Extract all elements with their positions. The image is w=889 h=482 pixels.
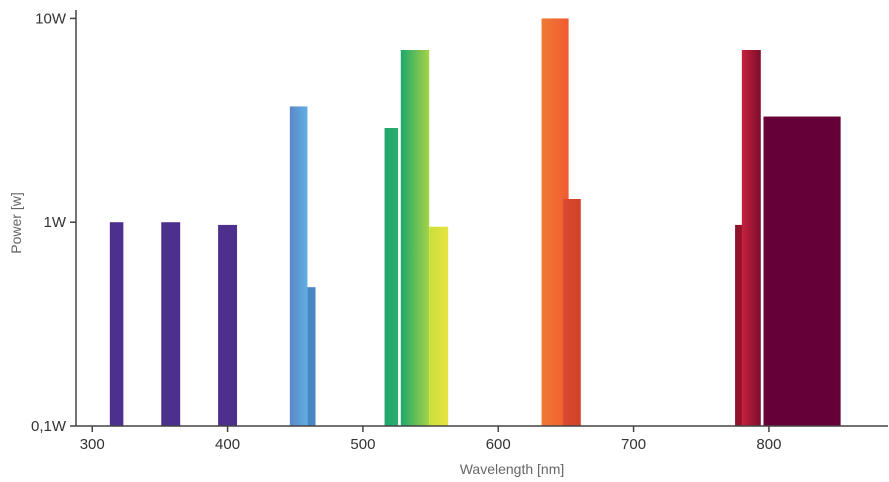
axes-group bbox=[75, 10, 888, 427]
y-axis-label: Power [w] bbox=[8, 192, 24, 253]
bar-393-407 bbox=[218, 224, 238, 426]
bar-446-459 bbox=[289, 106, 308, 426]
x-tick-label: 400 bbox=[215, 436, 240, 453]
x-ticks-group: 300 400 500 600 700 800 bbox=[80, 426, 781, 453]
x-tick-label: 600 bbox=[486, 436, 511, 453]
bar-313-323 bbox=[109, 222, 124, 426]
y-tick-label: 10W bbox=[35, 10, 67, 27]
bar-648-661 bbox=[563, 198, 581, 426]
bars-group bbox=[109, 18, 841, 427]
x-tick-label: 500 bbox=[350, 436, 375, 453]
y-tick-label: 1W bbox=[44, 214, 67, 231]
bar-796-853 bbox=[763, 116, 841, 426]
y-tick-label: 0,1W bbox=[31, 418, 67, 435]
bar-528-549 bbox=[400, 50, 430, 426]
bar-459-465 bbox=[307, 287, 316, 426]
x-tick-label: 800 bbox=[756, 436, 781, 453]
bar-351-365 bbox=[161, 222, 181, 426]
x-tick-label: 700 bbox=[621, 436, 646, 453]
y-ticks-group: 0,1W 1W 10W bbox=[31, 10, 76, 435]
bar-780-794 bbox=[741, 50, 761, 426]
bar-516-526 bbox=[384, 127, 399, 426]
x-tick-label: 300 bbox=[80, 436, 105, 453]
bar-549-563 bbox=[429, 226, 449, 426]
x-axis-label: Wavelength [nm] bbox=[460, 461, 565, 477]
